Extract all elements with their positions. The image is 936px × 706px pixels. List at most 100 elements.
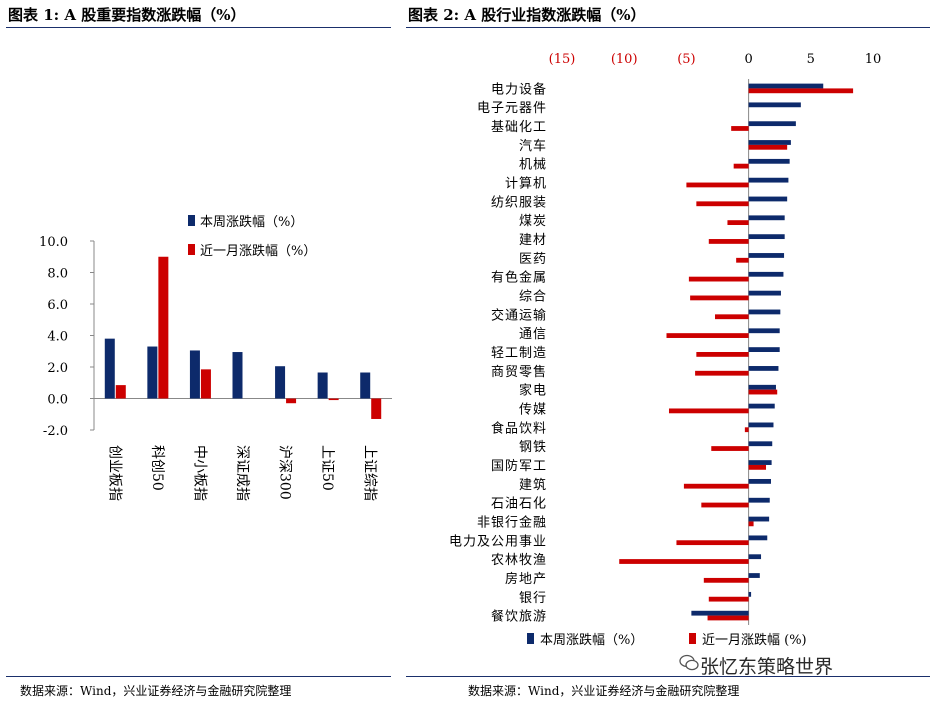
right-category-label: 医药 xyxy=(519,252,547,267)
left-chart-title: 图表 1: A 股重要指数涨跌幅（%） xyxy=(8,6,246,24)
right-bar-monthly xyxy=(748,144,788,150)
right-bar-weekly xyxy=(748,478,771,484)
right-bar-monthly xyxy=(686,182,749,188)
right-category-label: 电力设备 xyxy=(491,81,547,97)
left-title-rule xyxy=(6,27,391,28)
right-category-label: 传媒 xyxy=(519,402,547,417)
right-bar-weekly xyxy=(748,234,785,240)
right-category-label: 农林牧渔 xyxy=(491,553,547,568)
left-legend-swatch-weekly xyxy=(188,215,195,226)
left-category-label: 上证综指 xyxy=(362,445,378,501)
right-category-label: 交通运输 xyxy=(491,307,547,323)
left-bar-weekly xyxy=(360,372,371,399)
left-y-tick-label: -2.0 xyxy=(43,424,68,439)
right-bar-weekly xyxy=(748,253,785,258)
wechat-icon xyxy=(679,654,699,671)
left-category-label: 上证50 xyxy=(319,445,335,491)
left-bar-monthly xyxy=(200,369,211,399)
right-bar-weekly xyxy=(748,290,781,296)
right-bar-monthly xyxy=(619,559,749,564)
right-bar-weekly xyxy=(748,535,768,541)
left-y-tick-label: 8.0 xyxy=(47,267,68,282)
right-category-label: 煤炭 xyxy=(519,214,547,229)
right-category-label: 通信 xyxy=(519,327,547,342)
right-bar-weekly xyxy=(691,610,749,616)
left-footer-rule xyxy=(6,676,391,677)
right-bar-monthly xyxy=(711,446,749,451)
left-legend-swatch-monthly xyxy=(188,244,195,255)
left-category-label: 中小板指 xyxy=(191,445,207,501)
right-category-label: 家电 xyxy=(519,383,547,399)
right-bar-weekly xyxy=(748,384,776,390)
right-category-label: 有色金属 xyxy=(491,270,547,286)
right-category-label: 国防军工 xyxy=(491,458,547,474)
right-bar-weekly xyxy=(748,497,770,503)
right-bar-weekly xyxy=(748,403,775,409)
right-bar-monthly xyxy=(688,276,749,282)
right-bar-monthly xyxy=(748,464,767,470)
right-category-label: 建筑 xyxy=(519,477,547,493)
right-bar-monthly xyxy=(736,257,749,263)
left-category-label: 创业板指 xyxy=(106,445,122,501)
right-x-tick-label: 10 xyxy=(865,52,882,67)
right-bar-monthly xyxy=(668,408,749,414)
right-category-label: 石油石化 xyxy=(491,497,547,512)
left-bar-weekly xyxy=(317,372,328,399)
right-bar-weekly xyxy=(748,309,781,315)
right-legend-label-monthly: 近一月涨跌幅 (%) xyxy=(702,632,807,648)
right-bar-monthly xyxy=(707,615,749,621)
left-bar-weekly xyxy=(189,350,200,399)
right-x-tick-label: (5) xyxy=(677,52,695,67)
left-category-label: 沪深300 xyxy=(277,445,293,500)
right-bar-monthly xyxy=(744,427,749,433)
right-category-label: 食品饮料 xyxy=(491,420,547,436)
right-bar-monthly xyxy=(695,370,749,376)
right-bar-weekly xyxy=(748,573,760,578)
right-category-label: 建材 xyxy=(519,233,547,248)
right-bar-weekly xyxy=(748,460,772,465)
right-bar-monthly xyxy=(676,540,749,546)
right-category-label: 机械 xyxy=(519,158,547,173)
right-x-tick-label: (10) xyxy=(611,52,638,67)
right-bar-monthly xyxy=(666,333,749,338)
right-bar-weekly xyxy=(748,591,752,597)
right-bar-monthly xyxy=(708,239,749,244)
right-bar-monthly xyxy=(727,220,749,226)
left-bar-weekly xyxy=(104,338,115,399)
right-bar-monthly xyxy=(708,596,749,602)
right-x-tick-label: 0 xyxy=(744,52,752,67)
right-bar-monthly xyxy=(748,88,854,94)
right-bar-monthly xyxy=(696,352,749,357)
right-footer-rule xyxy=(406,676,930,677)
left-legend-label-weekly: 本周涨跌幅（%） xyxy=(200,214,303,230)
right-bar-weekly xyxy=(748,215,785,221)
right-bar-weekly xyxy=(748,366,779,371)
right-bar-weekly xyxy=(748,422,774,428)
left-bar-monthly xyxy=(286,398,297,404)
right-category-label: 非银行金融 xyxy=(477,514,547,530)
right-legend-swatch-monthly xyxy=(689,633,696,644)
left-y-tick-label: 10.0 xyxy=(39,235,68,250)
right-source-note: 数据来源：Wind，兴业证券经济与金融研究院整理 xyxy=(468,684,740,698)
right-bar-monthly xyxy=(683,483,749,489)
right-bar-weekly xyxy=(748,102,801,108)
left-bar-monthly xyxy=(158,256,169,399)
left-legend-label-monthly: 近一月涨跌幅（%） xyxy=(200,243,316,259)
right-category-label: 轻工制造 xyxy=(491,346,547,361)
right-legend-label-weekly: 本周涨跌幅（%） xyxy=(540,632,643,648)
right-category-label: 纺织服装 xyxy=(491,195,547,210)
right-category-label: 餐饮旅游 xyxy=(491,609,547,625)
left-y-tick-label: 4.0 xyxy=(47,330,68,345)
right-bar-weekly xyxy=(748,441,773,447)
right-category-label: 基础化工 xyxy=(491,120,547,135)
right-bar-monthly xyxy=(696,201,749,207)
right-bar-weekly xyxy=(748,516,770,522)
right-x-tick-label: (15) xyxy=(549,52,576,67)
right-bar-weekly xyxy=(748,177,789,183)
right-category-label: 电力及公用事业 xyxy=(449,534,547,549)
right-bar-weekly xyxy=(748,158,790,164)
right-bar-weekly xyxy=(748,196,788,202)
right-legend-swatch-weekly xyxy=(527,633,534,644)
